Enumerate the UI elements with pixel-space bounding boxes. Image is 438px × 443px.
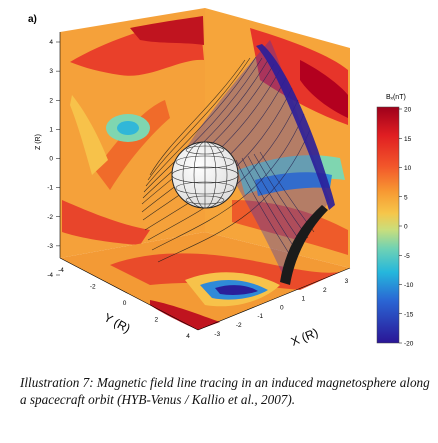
x-axis-tick-label: 2 <box>323 287 327 294</box>
x-axis-tick-label: -2 <box>236 322 242 329</box>
z-axis-tick-label: -4 <box>47 272 53 279</box>
x-axis-tick-label: 0 <box>280 304 284 311</box>
x-axis-label: X (R) <box>289 325 320 348</box>
x-axis-ticks: -3 -2 -1 0 1 2 3 <box>214 278 348 338</box>
z-axis-tick-label: -1 <box>47 185 53 192</box>
z-axis-tick-label: 4 <box>49 39 53 46</box>
colorbar-ticks: 20 15 10 5 0 -5 -10 -15 -20 <box>399 107 414 348</box>
z-axis-tick-label: 1 <box>49 126 53 133</box>
field-lines <box>141 56 315 263</box>
colorbar-tick-label: -15 <box>404 311 414 318</box>
colorbar-tick-label: 20 <box>404 107 412 114</box>
z-axis-tick-label: 3 <box>49 68 53 75</box>
colorbar-tick-label: -10 <box>404 282 414 289</box>
colorbar-tick-label: 5 <box>404 194 408 201</box>
colorbar-tick-label: 10 <box>404 165 412 172</box>
y-axis-tick-label: 0 <box>123 300 127 307</box>
y-axis-label: Y (R) <box>102 310 133 335</box>
colorbar-tick-label: -20 <box>404 341 414 348</box>
z-axis-tick-label: -3 <box>47 243 53 250</box>
z-axis-ticks: 4 3 2 1 0 -1 -2 -3 -4 <box>47 39 60 279</box>
panel-label: a) <box>28 14 37 25</box>
y-axis-tick-label: -2 <box>90 283 96 290</box>
colorbar-gradient <box>376 106 400 344</box>
colorbar-title: Bₓ(nT) <box>386 94 406 101</box>
y-axis-tick-label: -4 <box>58 267 64 274</box>
y-axis-tick-label: 2 <box>154 316 158 323</box>
z-axis-label: Z (R) <box>35 134 42 150</box>
colorbar: Bₓ(nT) 20 15 10 5 0 -5 -10 -15 -20 <box>376 94 414 348</box>
figure-caption: Illustration 7: Magnetic field line trac… <box>20 375 430 407</box>
field-line-sheet <box>185 40 335 285</box>
colorbar-tick-label: -5 <box>404 253 410 260</box>
back-wall-structures <box>62 16 204 245</box>
z-axis: 4 3 2 1 0 -1 -2 -3 -4 Z (R) <box>35 32 61 279</box>
x-axis-tick-label: 3 <box>345 278 349 285</box>
y-axis-tick-label: 4 <box>186 333 190 340</box>
venus-sphere <box>171 141 239 209</box>
x-axis-tick-label: -3 <box>214 331 220 338</box>
x-axis-tick-label: -1 <box>257 313 263 320</box>
y-axis-ticks: -4 -2 0 2 4 <box>58 267 190 340</box>
colorbar-tick-label: 0 <box>404 224 408 231</box>
z-axis-tick-label: -2 <box>47 214 53 221</box>
z-axis-tick-label: 0 <box>49 156 53 163</box>
x-axis-tick-label: 1 <box>302 296 306 303</box>
colorbar-tick-label: 15 <box>404 136 412 143</box>
z-axis-tick-label: 2 <box>49 97 53 104</box>
